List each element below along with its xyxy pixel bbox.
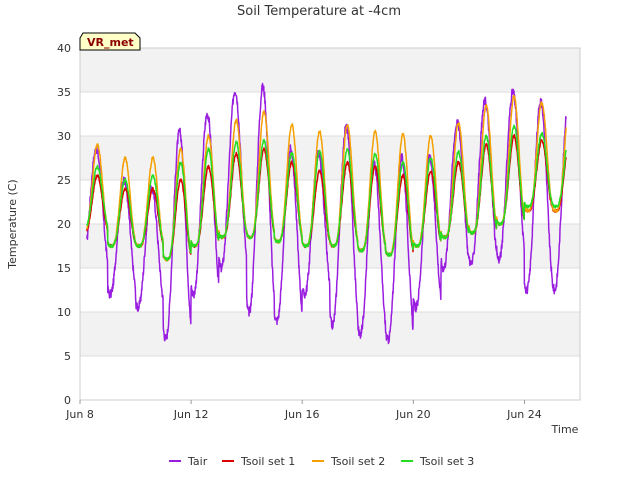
x-tick-label: Jun 16: [284, 408, 320, 421]
y-tick-label: 0: [64, 394, 71, 407]
legend-item: Tair: [169, 455, 208, 468]
y-axis-label: Temperature (C): [6, 179, 19, 269]
chart-title: Soil Temperature at -4cm: [237, 4, 401, 19]
legend: Tair Tsoil set 1 Tsoil set 2 Tsoil set 3: [169, 455, 474, 468]
plot-band: [80, 312, 580, 356]
legend-label: Tsoil set 1: [240, 455, 295, 468]
plot-band: [80, 48, 580, 92]
legend-label: Tsoil set 2: [330, 455, 385, 468]
plot-band: [80, 224, 580, 268]
legend-item: Tsoil set 3: [401, 455, 474, 468]
y-tick-label: 20: [57, 218, 71, 231]
legend-label: Tair: [187, 455, 208, 468]
series-lines: [86, 82, 567, 345]
badge-shape: [79, 32, 141, 51]
y-tick-label: 25: [57, 174, 71, 187]
y-tick-label: 40: [57, 42, 71, 55]
x-tick-label: Jun 12: [173, 408, 209, 421]
series-line: [86, 124, 567, 262]
badge-label: VR_met: [87, 36, 134, 49]
y-tick-label: 5: [64, 350, 71, 363]
y-tick-label: 15: [57, 262, 71, 275]
y-tick-label: 30: [57, 130, 71, 143]
x-tick-label: Jun 20: [395, 408, 431, 421]
legend-item: Tsoil set 2: [312, 455, 385, 468]
legend-item: Tsoil set 1: [222, 455, 295, 468]
x-tick-label: Jun 8: [65, 408, 94, 421]
plot-band: [80, 136, 580, 180]
x-tick-label: Jun 24: [506, 408, 542, 421]
x-axis-ticks: Jun 8 Jun 12 Jun 16 Jun 20 Jun 24: [65, 400, 542, 421]
legend-label: Tsoil set 3: [419, 455, 474, 468]
station-badge: VR_met: [79, 32, 141, 51]
plot-frame: [79, 47, 581, 401]
y-tick-label: 35: [57, 86, 71, 99]
y-tick-label: 10: [57, 306, 71, 319]
x-axis-label: Time: [551, 423, 579, 436]
y-axis-ticks: 0 5 10 15 20 25 30 35 40: [57, 42, 71, 407]
